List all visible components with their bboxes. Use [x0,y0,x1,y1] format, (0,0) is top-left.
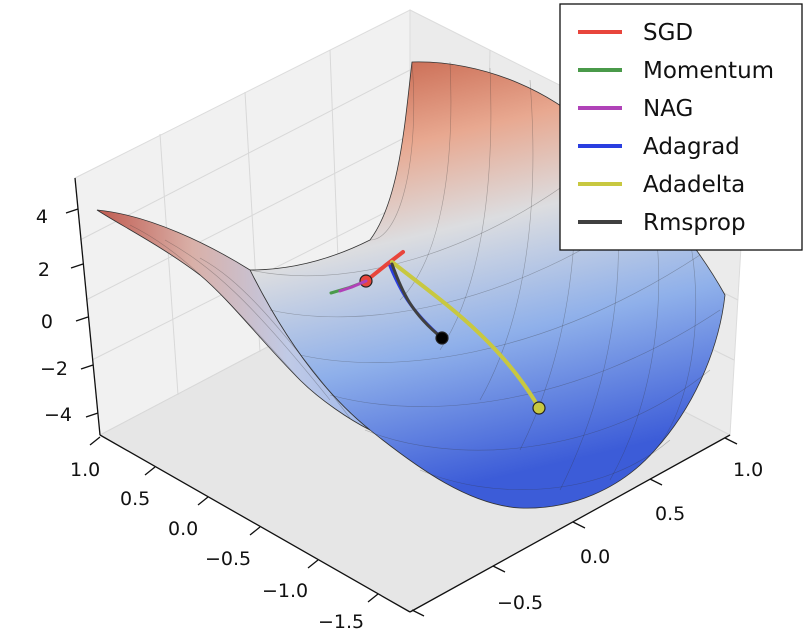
y-tick-mark [367,593,379,603]
y-tick-label: 1.0 [70,459,100,481]
x-tick-mark [724,437,738,445]
legend-label-adadelta: Adadelta [643,172,745,198]
z-tick-mark [75,316,89,322]
y-tick-label: 0.0 [168,518,198,540]
surface-mesh [129,61,721,491]
z-tick-mark [70,263,84,269]
z-tick-label: 0 [41,311,53,333]
z-tick-mark [65,208,79,214]
surface-left-sheet [96,209,371,431]
y-tick-label: −1.0 [262,580,308,602]
y-tick-label: −1.5 [318,611,364,633]
z-axis-line [74,177,101,436]
x-tick-label: −0.5 [497,592,543,614]
legend-label-sgd: SGD [643,20,693,46]
trajectory-end-rmsprop [435,331,449,345]
trajectory-adadelta [390,260,541,410]
legend-label-momentum: Momentum [643,58,774,84]
x-tick-label: 0.5 [655,503,685,525]
trajectory-sgd [364,250,405,283]
x-axis-line [409,434,731,613]
x-tick-label: 1.0 [733,459,763,481]
x-tick-label: 0.0 [580,546,610,568]
z-tick-label: 4 [36,206,48,228]
legend-label-adagrad: Adagrad [643,134,740,160]
x-axis: 1.0 0.5 0.0 −0.5 [409,434,763,617]
z-axis: 4 2 0 −2 −4 [36,177,101,436]
z-tick-label: −2 [40,358,68,380]
x-tick-mark [411,609,425,617]
x-tick-mark [649,478,663,486]
z-tick-mark [85,412,99,418]
y-axis: 1.0 0.5 0.0 −0.5 −1.0 −1.5 [70,434,411,633]
y-tick-mark [89,436,101,446]
y-tick-label: 0.5 [120,488,150,510]
trajectory-end-adadelta [532,401,546,415]
legend-label-rmsprop: Rmsprop [643,210,746,236]
optimizer-trajectories [329,250,546,415]
trajectory-rmsprop [390,262,444,340]
z-tick-label: −4 [44,404,72,426]
legend-box [559,3,803,251]
z-tick-mark [80,364,94,370]
y-tick-label: −0.5 [205,548,251,570]
y-tick-mark [249,526,261,536]
legend-label-nag: NAG [643,96,693,122]
legend: SGD Momentum NAG Adagrad Adadelta Rmsprop [559,3,803,251]
y-tick-mark [197,496,209,506]
z-tick-label: 2 [38,259,50,281]
y-axis-line [99,434,411,613]
y-tick-mark [144,466,156,476]
x-tick-mark [572,521,586,529]
trajectory-nag [338,279,368,293]
y-tick-mark [307,559,319,569]
x-tick-mark [492,565,506,573]
